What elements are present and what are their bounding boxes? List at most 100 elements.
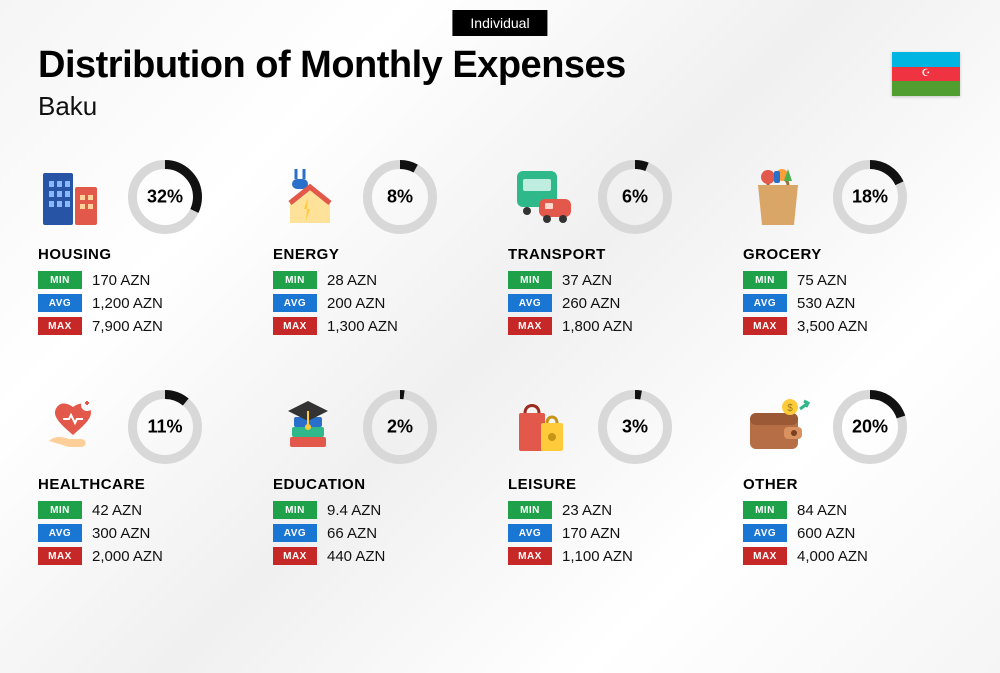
- max-badge: MAX: [743, 317, 787, 335]
- stat-row-min: MIN 23 AZN: [508, 501, 727, 519]
- percent-label: 8%: [387, 187, 413, 208]
- avg-value: 200 AZN: [327, 295, 385, 312]
- category-card: 6% TRANSPORT MIN 37 AZN AVG 260 AZN MAX …: [508, 160, 727, 340]
- avg-badge: AVG: [743, 294, 787, 312]
- min-value: 28 AZN: [327, 272, 377, 289]
- wallet-icon: $: [743, 392, 813, 462]
- stat-row-avg: AVG 300 AZN: [38, 524, 257, 542]
- stat-row-min: MIN 84 AZN: [743, 501, 962, 519]
- grocery-bag-icon: [743, 162, 813, 232]
- stat-row-min: MIN 9.4 AZN: [273, 501, 492, 519]
- min-badge: MIN: [508, 271, 552, 289]
- percent-label: 2%: [387, 417, 413, 438]
- categories-grid: 32% HOUSING MIN 170 AZN AVG 1,200 AZN MA…: [38, 160, 962, 570]
- avg-value: 600 AZN: [797, 525, 855, 542]
- avg-badge: AVG: [38, 294, 82, 312]
- shopping-bags-icon: [508, 392, 578, 462]
- avg-value: 170 AZN: [562, 525, 620, 542]
- category-card: 18% GROCERY MIN 75 AZN AVG 530 AZN MAX 3…: [743, 160, 962, 340]
- category-card: 3% LEISURE MIN 23 AZN AVG 170 AZN MAX 1,…: [508, 390, 727, 570]
- max-value: 1,300 AZN: [327, 318, 398, 335]
- avg-badge: AVG: [508, 524, 552, 542]
- category-name: HEALTHCARE: [38, 476, 257, 493]
- stat-row-min: MIN 37 AZN: [508, 271, 727, 289]
- min-badge: MIN: [508, 501, 552, 519]
- min-badge: MIN: [38, 501, 82, 519]
- avg-badge: AVG: [38, 524, 82, 542]
- min-badge: MIN: [38, 271, 82, 289]
- max-badge: MAX: [508, 547, 552, 565]
- category-card: 11% HEALTHCARE MIN 42 AZN AVG 300 AZN MA…: [38, 390, 257, 570]
- stat-row-avg: AVG 200 AZN: [273, 294, 492, 312]
- avg-badge: AVG: [508, 294, 552, 312]
- stat-row-min: MIN 75 AZN: [743, 271, 962, 289]
- category-name: ENERGY: [273, 246, 492, 263]
- min-value: 75 AZN: [797, 272, 847, 289]
- stat-row-min: MIN 42 AZN: [38, 501, 257, 519]
- buildings-icon: [38, 162, 108, 232]
- percent-donut: 11%: [128, 390, 202, 464]
- stat-row-avg: AVG 260 AZN: [508, 294, 727, 312]
- min-badge: MIN: [273, 271, 317, 289]
- percent-donut: 3%: [598, 390, 672, 464]
- avg-badge: AVG: [743, 524, 787, 542]
- percent-donut: 32%: [128, 160, 202, 234]
- category-card: 32% HOUSING MIN 170 AZN AVG 1,200 AZN MA…: [38, 160, 257, 340]
- stat-row-max: MAX 1,800 AZN: [508, 317, 727, 335]
- svg-text:$: $: [787, 403, 793, 414]
- heart-hand-icon: [38, 392, 108, 462]
- max-value: 4,000 AZN: [797, 548, 868, 565]
- min-value: 9.4 AZN: [327, 502, 381, 519]
- category-card: 2% EDUCATION MIN 9.4 AZN AVG 66 AZN MAX …: [273, 390, 492, 570]
- stat-row-max: MAX 3,500 AZN: [743, 317, 962, 335]
- percent-donut: 8%: [363, 160, 437, 234]
- min-value: 23 AZN: [562, 502, 612, 519]
- min-badge: MIN: [743, 501, 787, 519]
- max-badge: MAX: [38, 317, 82, 335]
- stat-row-max: MAX 2,000 AZN: [38, 547, 257, 565]
- avg-badge: AVG: [273, 294, 317, 312]
- energy-house-icon: [273, 162, 343, 232]
- avg-value: 66 AZN: [327, 525, 377, 542]
- percent-label: 11%: [147, 417, 182, 438]
- max-value: 2,000 AZN: [92, 548, 163, 565]
- max-badge: MAX: [273, 547, 317, 565]
- min-value: 84 AZN: [797, 502, 847, 519]
- max-value: 440 AZN: [327, 548, 385, 565]
- percent-label: 20%: [852, 417, 888, 438]
- avg-value: 530 AZN: [797, 295, 855, 312]
- stat-row-avg: AVG 170 AZN: [508, 524, 727, 542]
- percent-donut: 20%: [833, 390, 907, 464]
- max-badge: MAX: [508, 317, 552, 335]
- stat-row-min: MIN 28 AZN: [273, 271, 492, 289]
- books-cap-icon: [273, 392, 343, 462]
- min-badge: MIN: [273, 501, 317, 519]
- percent-label: 6%: [622, 187, 648, 208]
- percent-donut: 6%: [598, 160, 672, 234]
- min-value: 37 AZN: [562, 272, 612, 289]
- category-name: TRANSPORT: [508, 246, 727, 263]
- category-name: EDUCATION: [273, 476, 492, 493]
- avg-value: 1,200 AZN: [92, 295, 163, 312]
- bus-car-icon: [508, 162, 578, 232]
- percent-label: 3%: [622, 417, 648, 438]
- category-name: GROCERY: [743, 246, 962, 263]
- flag-azerbaijan: ☪: [892, 52, 960, 96]
- percent-donut: 18%: [833, 160, 907, 234]
- category-name: OTHER: [743, 476, 962, 493]
- max-value: 1,800 AZN: [562, 318, 633, 335]
- max-badge: MAX: [743, 547, 787, 565]
- stat-row-max: MAX 1,300 AZN: [273, 317, 492, 335]
- category-card: $ 20% OTHER MIN 84 AZN AVG 600 AZN MAX 4…: [743, 390, 962, 570]
- avg-value: 300 AZN: [92, 525, 150, 542]
- category-name: HOUSING: [38, 246, 257, 263]
- avg-badge: AVG: [273, 524, 317, 542]
- stat-row-avg: AVG 600 AZN: [743, 524, 962, 542]
- page-title: Distribution of Monthly Expenses: [38, 44, 962, 87]
- percent-label: 32%: [147, 187, 183, 208]
- stat-row-max: MAX 7,900 AZN: [38, 317, 257, 335]
- stat-row-max: MAX 1,100 AZN: [508, 547, 727, 565]
- avg-value: 260 AZN: [562, 295, 620, 312]
- max-value: 7,900 AZN: [92, 318, 163, 335]
- min-value: 170 AZN: [92, 272, 150, 289]
